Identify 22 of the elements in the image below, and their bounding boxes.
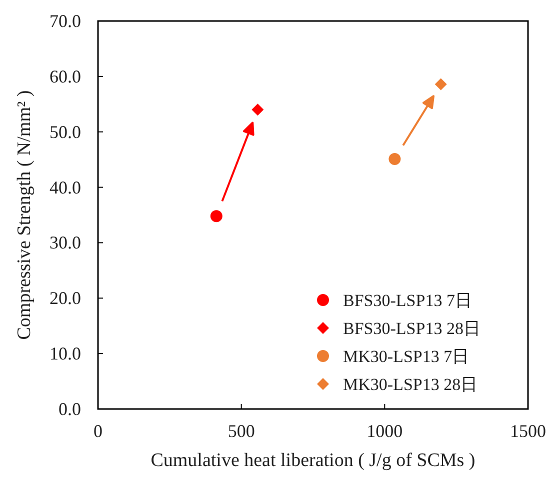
x-tick-label: 1500 bbox=[510, 421, 546, 441]
y-tick-label: 20.0 bbox=[50, 288, 81, 308]
legend-label: BFS30-LSP13 7日 bbox=[343, 291, 472, 310]
y-tick-label: 70.0 bbox=[50, 11, 81, 31]
y-tick-label: 50.0 bbox=[50, 122, 81, 142]
y-tick-label: 40.0 bbox=[50, 177, 81, 198]
point bbox=[388, 153, 401, 166]
legend-label: MK30-LSP13 7日 bbox=[343, 347, 470, 366]
legend-label: MK30-LSP13 28日 bbox=[343, 375, 478, 394]
y-tick-label: 30.0 bbox=[50, 232, 81, 253]
point bbox=[252, 104, 264, 116]
y-tick-label: 0.0 bbox=[58, 399, 81, 419]
x-tick-label: 0 bbox=[94, 421, 102, 441]
x-tick-label: 1000 bbox=[366, 421, 403, 441]
point bbox=[434, 78, 447, 90]
point bbox=[210, 210, 222, 222]
y-tick-label: 60.0 bbox=[50, 66, 81, 86]
y-tick-label: 10.0 bbox=[50, 344, 81, 364]
y-axis-title: Compressive Strength ( N/mm² ) bbox=[14, 90, 35, 340]
x-axis-title: Cumulative heat liberation ( J/g of SCMs ) bbox=[150, 450, 476, 471]
x-tick-label: 500 bbox=[228, 421, 255, 441]
legend-label: BFS30-LSP13 28日 bbox=[343, 319, 480, 338]
